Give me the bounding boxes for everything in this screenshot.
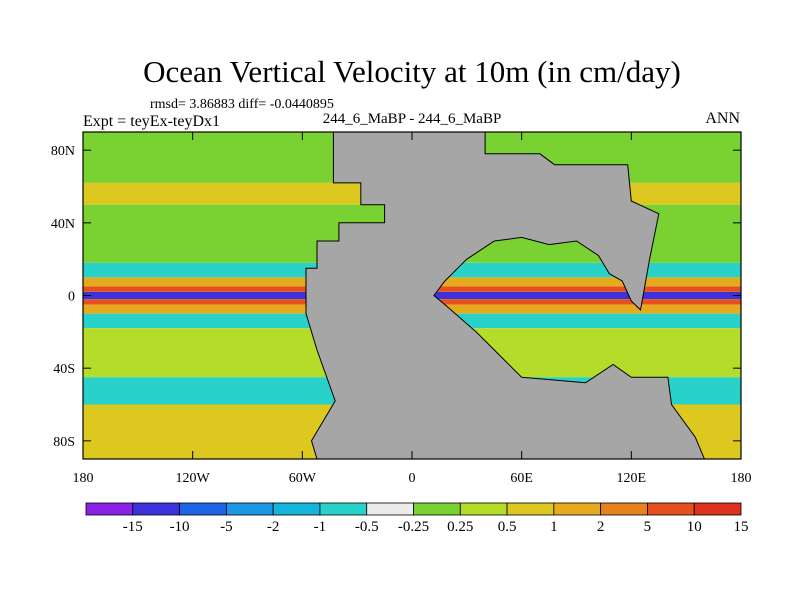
colorbar-label-10: 2 — [597, 519, 605, 535]
case-label: 244_6_MaBP - 244_6_MaBP — [323, 111, 502, 127]
colorbar-swatch-12 — [647, 502, 695, 516]
colorbar-label-5: -0.5 — [355, 519, 379, 535]
y-tick-label-4: 80S — [53, 435, 75, 450]
colorbar-label-13: 15 — [734, 519, 749, 535]
map-area — [83, 132, 741, 459]
colorbar-label-2: -5 — [220, 519, 233, 535]
colorbar: -15 -10 -5 -2 -1 -0.5 -0.25 0.25 0.5 1 2 5 10 15 — [85, 502, 749, 535]
colorbar-swatch-5 — [319, 502, 368, 516]
colorbar-label-1: -10 — [170, 519, 190, 535]
colorbar-swatch-0 — [85, 502, 134, 516]
colorbar-swatch-11 — [600, 502, 648, 516]
colorbar-swatch-9 — [506, 502, 555, 516]
land-mask — [305, 132, 705, 459]
colorbar-swatch-3 — [225, 502, 274, 516]
colorbar-swatch-7 — [413, 502, 461, 516]
colorbar-label-11: 5 — [644, 519, 652, 535]
colorbar-swatch-10 — [553, 502, 602, 516]
colorbar-swatch-1 — [132, 502, 180, 516]
colorbar-swatch-4 — [272, 502, 321, 516]
colorbar-label-4: -1 — [314, 519, 327, 535]
y-tick-label-0: 80N — [51, 144, 75, 159]
colorbar-label-12: 10 — [687, 519, 702, 535]
experiment-label: Expt = teyEx-teyDx1 — [83, 113, 220, 130]
y-tick-label-2: 0 — [68, 290, 75, 305]
colorbar-label-3: -2 — [267, 519, 280, 535]
x-tick-label-2: 60W — [289, 471, 317, 486]
chart-title: Ocean Vertical Velocity at 10m (in cm/da… — [143, 54, 681, 89]
x-axis: 180 120W 60W 0 60E 120E 180 — [73, 132, 752, 486]
colorbar-swatch-8 — [459, 502, 508, 516]
x-tick-label-4: 60E — [510, 471, 533, 486]
y-tick-label-3: 40S — [53, 362, 75, 377]
x-tick-label-6: 180 — [731, 471, 752, 486]
colorbar-label-8: 0.5 — [498, 519, 517, 535]
land-polygon-0 — [305, 132, 705, 459]
y-axis: 80N 40N 0 40S 80S — [51, 144, 741, 450]
x-tick-label-5: 120E — [617, 471, 647, 486]
x-tick-label-1: 120W — [176, 471, 211, 486]
y-tick-label-1: 40N — [51, 217, 75, 232]
colorbar-swatch-13 — [693, 502, 742, 516]
colorbar-label-9: 1 — [550, 519, 558, 535]
colorbar-label-7: 0.25 — [447, 519, 473, 535]
x-tick-label-0: 180 — [73, 471, 94, 486]
colorbar-swatch-6 — [366, 502, 414, 516]
colorbar-label-6: -0.25 — [398, 519, 429, 535]
x-tick-label-3: 0 — [409, 471, 416, 486]
colorbar-label-0: -15 — [123, 519, 143, 535]
season-label: ANN — [705, 110, 740, 127]
colorbar-swatch-2 — [179, 502, 227, 516]
stats-label: rmsd= 3.86883 diff= -0.0440895 — [150, 97, 334, 112]
